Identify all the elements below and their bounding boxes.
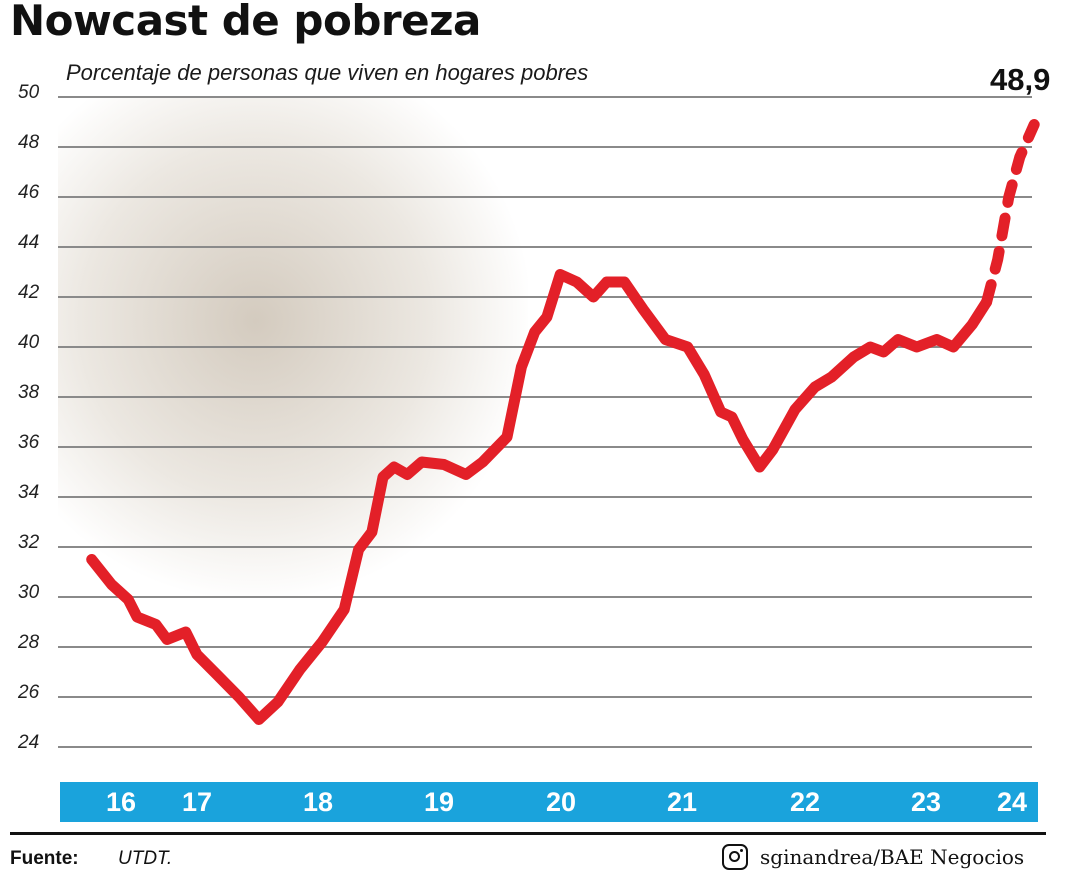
- x-axis-band: [60, 782, 1038, 822]
- last-value-label: 48,9: [990, 62, 1051, 97]
- series-line-observed: [86, 269, 993, 725]
- credit-text: sginandrea/BAE Negocios: [760, 845, 1025, 869]
- x-tick-label: 16: [105, 787, 137, 817]
- x-tick-label: 22: [789, 787, 821, 817]
- y-tick-label: 26: [18, 682, 40, 703]
- footer-divider: [10, 832, 1046, 835]
- gridline: [58, 246, 1032, 248]
- gridline: [58, 96, 1032, 98]
- y-tick-label: 28: [18, 632, 40, 653]
- gridline: [58, 496, 1032, 498]
- source-value: UTDT.: [118, 848, 173, 869]
- y-tick-label: 34: [18, 482, 40, 503]
- y-tick-label: 24: [18, 732, 40, 753]
- y-tick-label: 32: [18, 532, 40, 553]
- y-tick-label: 50: [18, 82, 40, 103]
- y-tick-label: 46: [18, 182, 40, 203]
- x-tick-label: 20: [545, 787, 577, 817]
- x-tick-label: 23: [910, 787, 942, 817]
- y-tick-label: 44: [18, 232, 40, 253]
- y-tick-label: 42: [18, 282, 40, 303]
- x-tick-label: 18: [302, 787, 334, 817]
- y-tick-label: 38: [18, 382, 40, 403]
- series-line-projected: [981, 119, 1040, 308]
- gridline: [58, 696, 1032, 698]
- gridline: [58, 196, 1032, 198]
- instagram-icon: [722, 844, 748, 870]
- series-line-group: [86, 119, 1040, 725]
- y-tick-label: 36: [18, 432, 40, 453]
- y-tick-label: 30: [18, 582, 40, 603]
- gridline: [58, 746, 1032, 748]
- x-tick-label: 21: [666, 787, 698, 817]
- gridline: [58, 346, 1032, 348]
- chart-title: Nowcast de pobreza: [10, 0, 481, 45]
- source-label: Fuente:: [10, 848, 79, 869]
- x-tick-label: 17: [181, 787, 213, 817]
- y-tick-label: 48: [18, 132, 40, 153]
- gridline: [58, 146, 1032, 148]
- gridline: [58, 396, 1032, 398]
- gridline: [58, 596, 1032, 598]
- x-tick-label: 24: [996, 787, 1028, 817]
- gridline: [58, 546, 1032, 548]
- x-tick-label: 19: [423, 787, 455, 817]
- gridline: [58, 646, 1032, 648]
- gridline: [58, 446, 1032, 448]
- chart-subtitle: Porcentaje de personas que viven en hoga…: [66, 60, 589, 85]
- y-tick-label: 40: [18, 332, 40, 353]
- gridline: [58, 296, 1032, 298]
